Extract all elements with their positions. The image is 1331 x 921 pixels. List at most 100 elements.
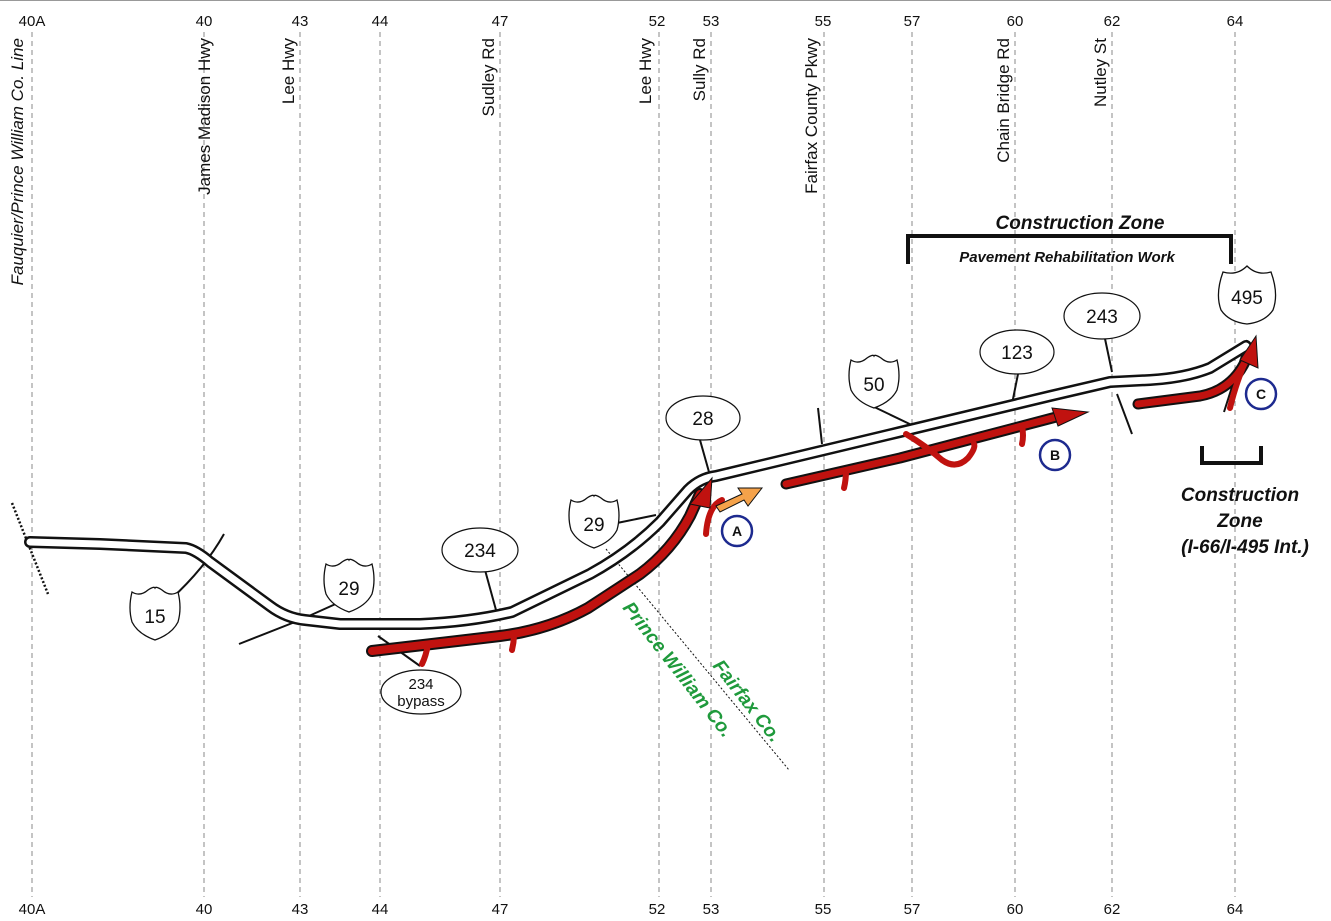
work-markers: A B C xyxy=(720,377,1278,548)
exit-number-bottom: 40A xyxy=(19,901,46,918)
exit-number-top: 57 xyxy=(904,13,921,30)
fauquier-county-boundary xyxy=(10,502,50,595)
construction-zone-interchange: Construction Zone (I-66/I-495 Int.) xyxy=(1181,446,1309,558)
county-boundaries xyxy=(10,502,790,771)
exit-number-bottom: 43 xyxy=(292,901,309,918)
state-route-28-marker: 28 xyxy=(665,395,741,441)
work-zone-west-arrowhead xyxy=(689,476,713,509)
state-route-28-number: 28 xyxy=(692,409,713,430)
work-zone-middle-ramp xyxy=(841,467,849,491)
us-route-29-west-shield: 29 xyxy=(323,558,375,613)
us-29-number: 29 xyxy=(338,579,359,600)
exit-number-top: 64 xyxy=(1227,13,1244,30)
construction-zone-bracket xyxy=(906,234,1233,264)
marker-a-label: A xyxy=(732,523,742,539)
exit-number-bottom: 62 xyxy=(1104,901,1121,918)
interchange-zone-line3: (I-66/I-495 Int.) xyxy=(1181,537,1309,558)
interstate-495-shield: 495 xyxy=(1217,265,1277,325)
county-labels: Prince William Co. Fairfax Co. xyxy=(618,598,785,746)
us-shield-shape xyxy=(568,494,620,549)
work-zone-west-ramp xyxy=(419,641,431,667)
work-zone-west xyxy=(368,490,704,655)
exit-number-top: 40A xyxy=(19,13,46,30)
exit-number-top: 40 xyxy=(196,13,213,30)
work-marker-a: A xyxy=(720,514,754,548)
sully-ramp-work-arrow xyxy=(715,487,764,513)
us-50-number: 50 xyxy=(863,375,884,396)
work-zone-east-arrowhead xyxy=(1239,334,1259,369)
marker-circle xyxy=(720,514,754,548)
exit-number-bottom: 55 xyxy=(815,901,832,918)
exit-number-top: 52 xyxy=(649,13,666,30)
road-name-label: Fairfax County Pkwy xyxy=(802,38,821,194)
exit-number-bottom: 40 xyxy=(196,901,213,918)
us-29-number: 29 xyxy=(583,515,604,536)
construction-zone-subtitle: Pavement Rehabilitation Work xyxy=(959,249,1175,266)
marker-circle xyxy=(1244,377,1278,411)
marker-c-label: C xyxy=(1256,386,1266,402)
us-15-number: 15 xyxy=(144,607,165,628)
crossing-road-names: James Madison Hwy Lee Hwy Sudley Rd Lee … xyxy=(8,38,1110,286)
road-name-label: Sully Rd xyxy=(690,38,709,101)
interchange-zone-line1: Construction xyxy=(1181,485,1299,506)
i66-mainline xyxy=(24,340,1252,630)
road-name-label: Lee Hwy xyxy=(279,38,298,105)
exit-number-top: 55 xyxy=(815,13,832,30)
state-route-oval xyxy=(1063,292,1141,340)
work-zone-middle-ramp xyxy=(1019,423,1026,447)
exit-number-top: 47 xyxy=(492,13,509,30)
interstate-shield-shape xyxy=(1217,265,1277,325)
work-zone-sully-ramp xyxy=(703,497,725,537)
us-route-15-shield: 15 xyxy=(129,586,181,641)
i66-road-fill xyxy=(26,342,1250,628)
interchange-zone-bracket xyxy=(1200,446,1263,465)
us-shield-shape xyxy=(848,354,900,409)
fairfax-pkwy-road xyxy=(817,407,823,445)
construction-zone-main: Construction Zone Pavement Rehabilitatio… xyxy=(906,213,1233,266)
state-route-234-number: 234 xyxy=(464,541,496,562)
marker-b-label: B xyxy=(1050,447,1060,463)
state-route-123-number: 123 xyxy=(1001,343,1033,364)
us-shield-shape xyxy=(323,558,375,613)
exit-numbers-bottom: 40A 40 43 44 47 52 53 55 57 60 62 64 xyxy=(19,901,1244,918)
exit-number-top: 44 xyxy=(372,13,389,30)
exit-number-bottom: 60 xyxy=(1007,901,1024,918)
exit-number-bottom: 64 xyxy=(1227,901,1244,918)
exit-number-top: 43 xyxy=(292,13,309,30)
arrowheads xyxy=(689,334,1259,513)
bypass-word: bypass xyxy=(397,693,445,710)
route-shields: 15 29 29 50 234 28 123 243 xyxy=(129,265,1277,715)
exit-numbers-top: 40A 40 43 44 47 52 53 55 57 60 62 64 xyxy=(19,13,1244,30)
us-route-50-shield: 50 xyxy=(848,354,900,409)
exit-number-bottom: 53 xyxy=(703,901,720,918)
state-route-243-number: 243 xyxy=(1086,307,1118,328)
work-zone-west-ramp xyxy=(509,631,517,653)
road-name-label: Sudley Rd xyxy=(479,38,498,116)
route-29-east-road xyxy=(616,514,657,524)
state-route-oval xyxy=(441,527,519,573)
exit-number-bottom: 52 xyxy=(649,901,666,918)
interchange-zone-line2: Zone xyxy=(1216,511,1263,532)
road-name-label: Chain Bridge Rd xyxy=(994,38,1013,163)
state-route-234-marker: 234 xyxy=(441,527,519,573)
work-zone-route50-loop xyxy=(903,431,978,468)
bypass-route-number: 234 xyxy=(408,676,433,693)
state-route-oval xyxy=(380,669,462,715)
exit-number-top: 53 xyxy=(703,13,720,30)
exit-number-bottom: 44 xyxy=(372,901,389,918)
state-route-oval xyxy=(979,329,1055,375)
route-234-road xyxy=(484,569,497,611)
us-shield-shape xyxy=(129,586,181,641)
work-zone-middle xyxy=(782,412,1064,488)
state-route-234-bypass-marker: 234 bypass xyxy=(380,669,462,715)
work-marker-c: C xyxy=(1244,377,1278,411)
construction-zone-title: Construction Zone xyxy=(996,213,1165,234)
nutley-south-road xyxy=(1116,393,1133,435)
state-route-oval xyxy=(665,395,741,441)
route-243-road xyxy=(1103,333,1113,373)
exit-number-bottom: 47 xyxy=(492,901,509,918)
exit-number-top: 62 xyxy=(1104,13,1121,30)
work-zone-middle-arrowhead xyxy=(1051,407,1090,427)
state-route-243-marker: 243 xyxy=(1063,292,1141,340)
